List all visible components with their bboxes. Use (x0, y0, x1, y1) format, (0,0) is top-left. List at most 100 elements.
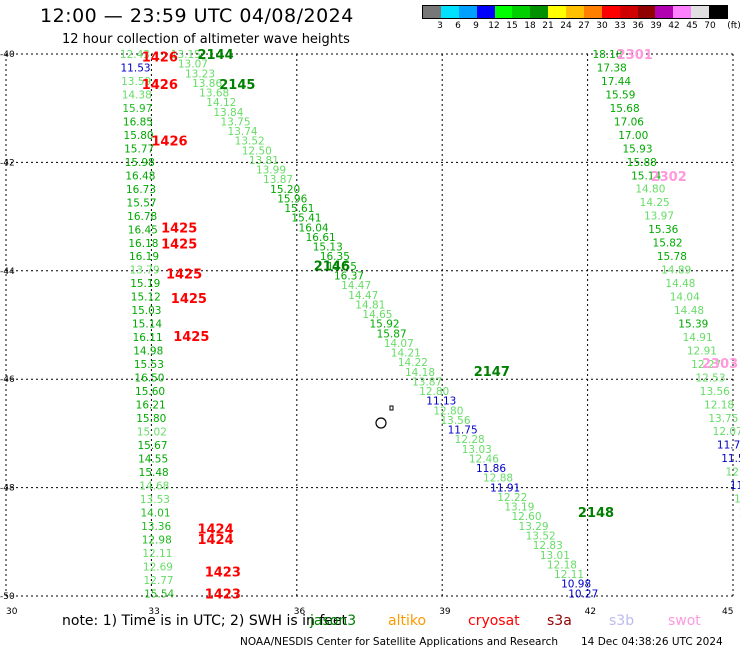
wave-height-value: 15.93 (622, 143, 652, 155)
wave-height-value: 15.54 (144, 588, 174, 600)
lon-tick-label: 39 (439, 607, 451, 617)
pass-id-label: 2301 (617, 48, 653, 63)
lon-tick-label: 45 (722, 607, 733, 617)
wave-height-value: 12.43 (120, 49, 150, 61)
map-grid (5, 53, 734, 597)
satellite-tracks: 12.4311.5313.5914.3815.9716.8515.8015.77… (120, 49, 740, 600)
wave-height-value: 15.96 (277, 193, 307, 205)
wave-height-value: 13.81 (249, 155, 279, 167)
wave-height-value: 14.91 (683, 332, 713, 344)
wave-height-value: 12.60 (511, 511, 541, 523)
wave-height-value: 15.77 (124, 143, 154, 155)
pass-id-label: 1425 (171, 292, 207, 307)
wave-height-value: 12.41 (738, 507, 740, 519)
islet-shape (389, 405, 394, 411)
wave-height-value: 13.75 (220, 116, 250, 128)
wave-height-value: 15.82 (653, 238, 683, 250)
wave-height-value: 17.38 (597, 62, 627, 74)
wave-height-value: 15.80 (124, 130, 154, 142)
wave-height-value: 10.27 (568, 588, 598, 600)
wave-height-value: 11.75 (448, 425, 478, 437)
wave-height-value: 14.48 (674, 305, 704, 317)
wave-height-value: 10.98 (561, 579, 591, 591)
pass-id-label: 1423 (205, 587, 241, 602)
chart-title: 12:00 — 23:59 UTC 04/08/2024 (40, 5, 354, 27)
wave-height-value: 12.27 (691, 359, 721, 371)
wave-height-value: 12.46 (469, 453, 499, 465)
pass-id-label: 2144 (197, 48, 233, 63)
lat-tick-label: -46 (0, 375, 15, 385)
wave-height-value: 11.50 (721, 453, 740, 465)
wave-height-value: 12.18 (547, 559, 577, 571)
satellite-legend-swot: swot (668, 613, 701, 629)
colorbar-tick-label: 9 (473, 21, 479, 31)
pass-id-label: 1424 (197, 522, 233, 537)
lat-tick-label: -40 (0, 50, 15, 60)
wave-height-value: 14.65 (362, 309, 392, 321)
wave-height-value: 15.61 (284, 203, 314, 215)
colorbar-tick-label: 15 (506, 21, 518, 31)
wave-height-value: 13.01 (540, 550, 570, 562)
wave-height-value: 15.78 (657, 251, 687, 263)
wave-height-value: 13.87 (263, 174, 293, 186)
wave-height-value: 13.53 (140, 494, 170, 506)
wave-height-value: 16.04 (299, 222, 329, 234)
wave-height-value: 15.55 (327, 261, 357, 273)
wave-height-value: 13.56 (700, 386, 730, 398)
pass-id-label: 2146 (314, 259, 350, 274)
wave-height-value: 13.75 (708, 413, 738, 425)
satellite-legend-s3a: s3a (547, 613, 572, 629)
wave-height-value: 17.44 (601, 76, 631, 88)
colorbar-swatch (583, 6, 602, 18)
wave-height-value: 15.98 (125, 157, 155, 169)
colorbar-tick-label: 18 (524, 21, 536, 31)
wave-height-value: 14.22 (398, 357, 428, 369)
wave-height-value: 14.68 (139, 480, 169, 492)
lat-tick-label: -42 (0, 158, 15, 168)
wave-height-colorbar (422, 5, 728, 19)
colorbar-tick-label: 36 (632, 21, 644, 31)
wave-height-value: 12.83 (533, 540, 563, 552)
wave-height-value: 12.88 (483, 473, 513, 485)
wave-height-value: 15.87 (377, 328, 407, 340)
colorbar-swatch (494, 6, 513, 18)
wave-height-value: 15.80 (136, 413, 166, 425)
wave-height-value: 12.98 (142, 534, 172, 546)
wave-height-value: 11.47 (730, 480, 740, 492)
wave-height-value: 16.73 (126, 184, 156, 196)
wave-height-value: 15.02 (137, 427, 167, 439)
wave-height-value: 15.36 (648, 224, 678, 236)
wave-height-value: 12.11 (554, 569, 584, 581)
wave-height-value: 11.13 (426, 396, 456, 408)
colorbar-tick-label: 6 (455, 21, 461, 31)
wave-height-value: 12.18 (704, 399, 734, 411)
colorbar-swatch (709, 6, 727, 18)
wave-height-value: 16.50 (134, 373, 164, 385)
satellite-legend-altiko: altiko (388, 613, 427, 629)
credit-line: NOAA/NESDIS Center for Satellite Applica… (240, 636, 558, 648)
wave-height-value: 12.77 (144, 575, 174, 587)
wave-height-value: 15.60 (135, 386, 165, 398)
colorbar-swatch (619, 6, 638, 18)
pass-id-label: 1425 (161, 238, 197, 253)
wave-height-value: 11.86 (476, 463, 506, 475)
wave-height-value: 13.86 (192, 78, 222, 90)
wave-height-value: 16.45 (128, 224, 158, 236)
wave-height-value: 13.52 (235, 136, 265, 148)
chart-subtitle: 12 hour collection of altimeter wave hei… (62, 32, 350, 47)
wave-height-value: 14.55 (138, 453, 168, 465)
wave-height-value: 17.06 (614, 116, 644, 128)
wave-height-value: 15.68 (610, 103, 640, 115)
wave-height-value: 16.18 (128, 238, 158, 250)
wave-height-value: 15.14 (631, 170, 661, 182)
wave-height-value: 15.12 (131, 292, 161, 304)
pass-id-label: 1425 (161, 221, 197, 236)
colorbar-swatch (655, 6, 674, 18)
wave-height-value: 15.67 (137, 440, 167, 452)
wave-height-value: 11.91 (490, 482, 520, 494)
wave-height-value: 15.59 (605, 89, 635, 101)
colorbar-labels: 3 6 9 12 15 18 21 24 27 30 33 36 39 42 45 70 (ft) (422, 21, 740, 33)
colorbar-tick-label: 42 (668, 21, 680, 31)
wave-height-value: 15.13 (313, 242, 343, 254)
